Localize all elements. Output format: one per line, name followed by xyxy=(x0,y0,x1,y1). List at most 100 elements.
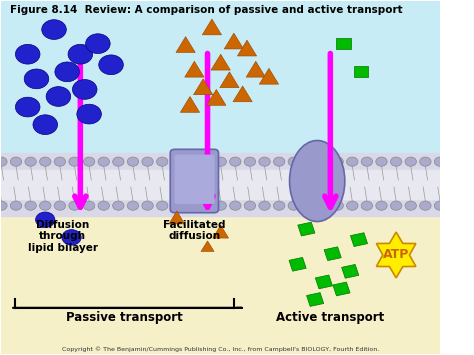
Polygon shape xyxy=(202,19,221,35)
FancyBboxPatch shape xyxy=(193,155,215,204)
Text: Active transport: Active transport xyxy=(276,311,384,324)
Ellipse shape xyxy=(290,141,345,222)
Circle shape xyxy=(24,69,49,89)
Circle shape xyxy=(215,157,227,166)
Circle shape xyxy=(186,201,197,210)
Circle shape xyxy=(405,201,417,210)
FancyBboxPatch shape xyxy=(170,149,219,213)
Circle shape xyxy=(317,157,329,166)
Text: Copyright © The Benjamin/Cummings Publishing Co., Inc., from Campbell's BIOLOGY,: Copyright © The Benjamin/Cummings Publis… xyxy=(62,346,379,352)
Circle shape xyxy=(346,157,358,166)
Circle shape xyxy=(303,201,314,210)
Circle shape xyxy=(10,157,22,166)
Polygon shape xyxy=(376,232,416,278)
Bar xyxy=(337,38,350,49)
Bar xyxy=(342,264,359,278)
Circle shape xyxy=(62,230,81,245)
Bar xyxy=(354,66,368,77)
Circle shape xyxy=(288,201,300,210)
Circle shape xyxy=(142,201,153,210)
Circle shape xyxy=(113,157,124,166)
Circle shape xyxy=(0,157,7,166)
Polygon shape xyxy=(193,79,213,95)
Bar xyxy=(289,257,306,271)
Polygon shape xyxy=(233,86,252,102)
Bar xyxy=(307,293,324,306)
Polygon shape xyxy=(176,37,195,53)
Circle shape xyxy=(317,201,329,210)
Polygon shape xyxy=(224,33,244,49)
Circle shape xyxy=(16,44,40,64)
Circle shape xyxy=(259,201,270,210)
Circle shape xyxy=(391,157,402,166)
Circle shape xyxy=(156,157,168,166)
Polygon shape xyxy=(246,61,265,77)
Polygon shape xyxy=(169,211,185,224)
Circle shape xyxy=(346,201,358,210)
Circle shape xyxy=(68,44,92,64)
Circle shape xyxy=(419,201,431,210)
Circle shape xyxy=(127,157,139,166)
Circle shape xyxy=(332,201,343,210)
Circle shape xyxy=(55,62,80,82)
Circle shape xyxy=(69,201,80,210)
Circle shape xyxy=(303,157,314,166)
Polygon shape xyxy=(213,225,228,238)
Circle shape xyxy=(201,157,212,166)
Polygon shape xyxy=(237,40,256,56)
Circle shape xyxy=(273,157,285,166)
Circle shape xyxy=(42,20,66,39)
Circle shape xyxy=(54,157,65,166)
Circle shape xyxy=(86,34,110,54)
Circle shape xyxy=(46,87,71,106)
Circle shape xyxy=(215,201,227,210)
FancyBboxPatch shape xyxy=(174,155,196,204)
Polygon shape xyxy=(207,89,226,105)
Circle shape xyxy=(171,157,182,166)
Bar xyxy=(1,188,440,354)
Bar xyxy=(1,199,440,216)
Polygon shape xyxy=(201,241,214,251)
Bar xyxy=(1,153,440,170)
Circle shape xyxy=(113,201,124,210)
Bar xyxy=(298,222,315,236)
Circle shape xyxy=(25,157,36,166)
Circle shape xyxy=(69,157,80,166)
Circle shape xyxy=(73,80,97,99)
Circle shape xyxy=(419,157,431,166)
Circle shape xyxy=(39,157,51,166)
Text: Figure 8.14  Review: A comparison of passive and active transport: Figure 8.14 Review: A comparison of pass… xyxy=(10,5,403,15)
Circle shape xyxy=(99,55,123,75)
Circle shape xyxy=(16,97,40,117)
Circle shape xyxy=(405,157,417,166)
Circle shape xyxy=(83,201,95,210)
Bar xyxy=(324,247,341,261)
Circle shape xyxy=(229,157,241,166)
Circle shape xyxy=(98,157,109,166)
Circle shape xyxy=(186,157,197,166)
Circle shape xyxy=(127,201,139,210)
Bar xyxy=(315,275,332,289)
Circle shape xyxy=(171,201,182,210)
Polygon shape xyxy=(220,72,239,88)
Text: Passive transport: Passive transport xyxy=(66,311,182,324)
Circle shape xyxy=(259,157,270,166)
Polygon shape xyxy=(180,97,200,112)
Circle shape xyxy=(288,157,300,166)
Circle shape xyxy=(201,201,212,210)
Text: Facilitated
diffusion: Facilitated diffusion xyxy=(163,220,226,241)
Circle shape xyxy=(83,157,95,166)
Bar xyxy=(333,282,350,296)
Polygon shape xyxy=(211,54,230,70)
Circle shape xyxy=(10,201,22,210)
Polygon shape xyxy=(259,68,279,84)
Circle shape xyxy=(142,157,153,166)
Circle shape xyxy=(98,201,109,210)
Circle shape xyxy=(273,201,285,210)
Circle shape xyxy=(332,157,343,166)
Circle shape xyxy=(361,157,373,166)
Circle shape xyxy=(229,201,241,210)
Circle shape xyxy=(39,201,51,210)
Circle shape xyxy=(244,157,255,166)
Circle shape xyxy=(376,157,387,166)
